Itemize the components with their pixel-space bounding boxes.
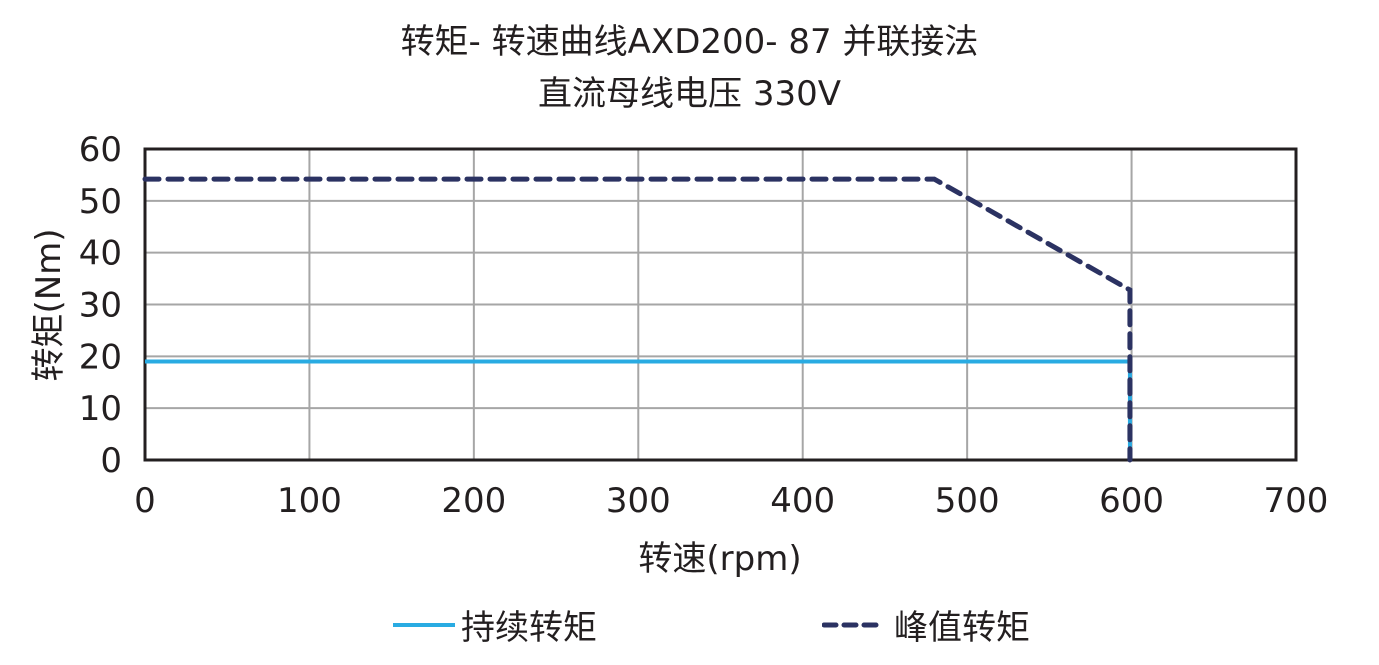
svg-text:30: 30 [79, 286, 122, 326]
svg-text:40: 40 [79, 234, 122, 274]
dashed-line-icon [822, 622, 884, 627]
svg-text:转矩(Nm): 转矩(Nm) [29, 228, 69, 381]
svg-text:300: 300 [606, 481, 671, 521]
svg-text:400: 400 [770, 481, 835, 521]
svg-text:100: 100 [277, 481, 342, 521]
legend-item-continuous: 持续转矩 [393, 600, 597, 649]
svg-text:10: 10 [79, 389, 122, 429]
svg-text:200: 200 [441, 481, 506, 521]
solid-line-icon [393, 622, 455, 627]
svg-text:500: 500 [935, 481, 1000, 521]
svg-text:20: 20 [79, 337, 122, 377]
svg-text:50: 50 [79, 182, 122, 222]
svg-text:转速(rpm): 转速(rpm) [638, 539, 801, 579]
chart-title: 转矩- 转速曲线AXD200- 87 并联接法 [400, 22, 979, 62]
legend-item-peak: 峰值转矩 [822, 600, 1030, 649]
svg-text:700: 700 [1264, 481, 1329, 521]
svg-text:600: 600 [1099, 481, 1164, 521]
chart-subtitle: 直流母线电压 330V [538, 74, 841, 114]
svg-text:60: 60 [79, 130, 122, 170]
svg-text:0: 0 [134, 481, 156, 521]
legend-label-continuous: 持续转矩 [461, 608, 597, 648]
legend-label-peak: 峰值转矩 [894, 608, 1030, 648]
svg-text:0: 0 [100, 441, 122, 481]
